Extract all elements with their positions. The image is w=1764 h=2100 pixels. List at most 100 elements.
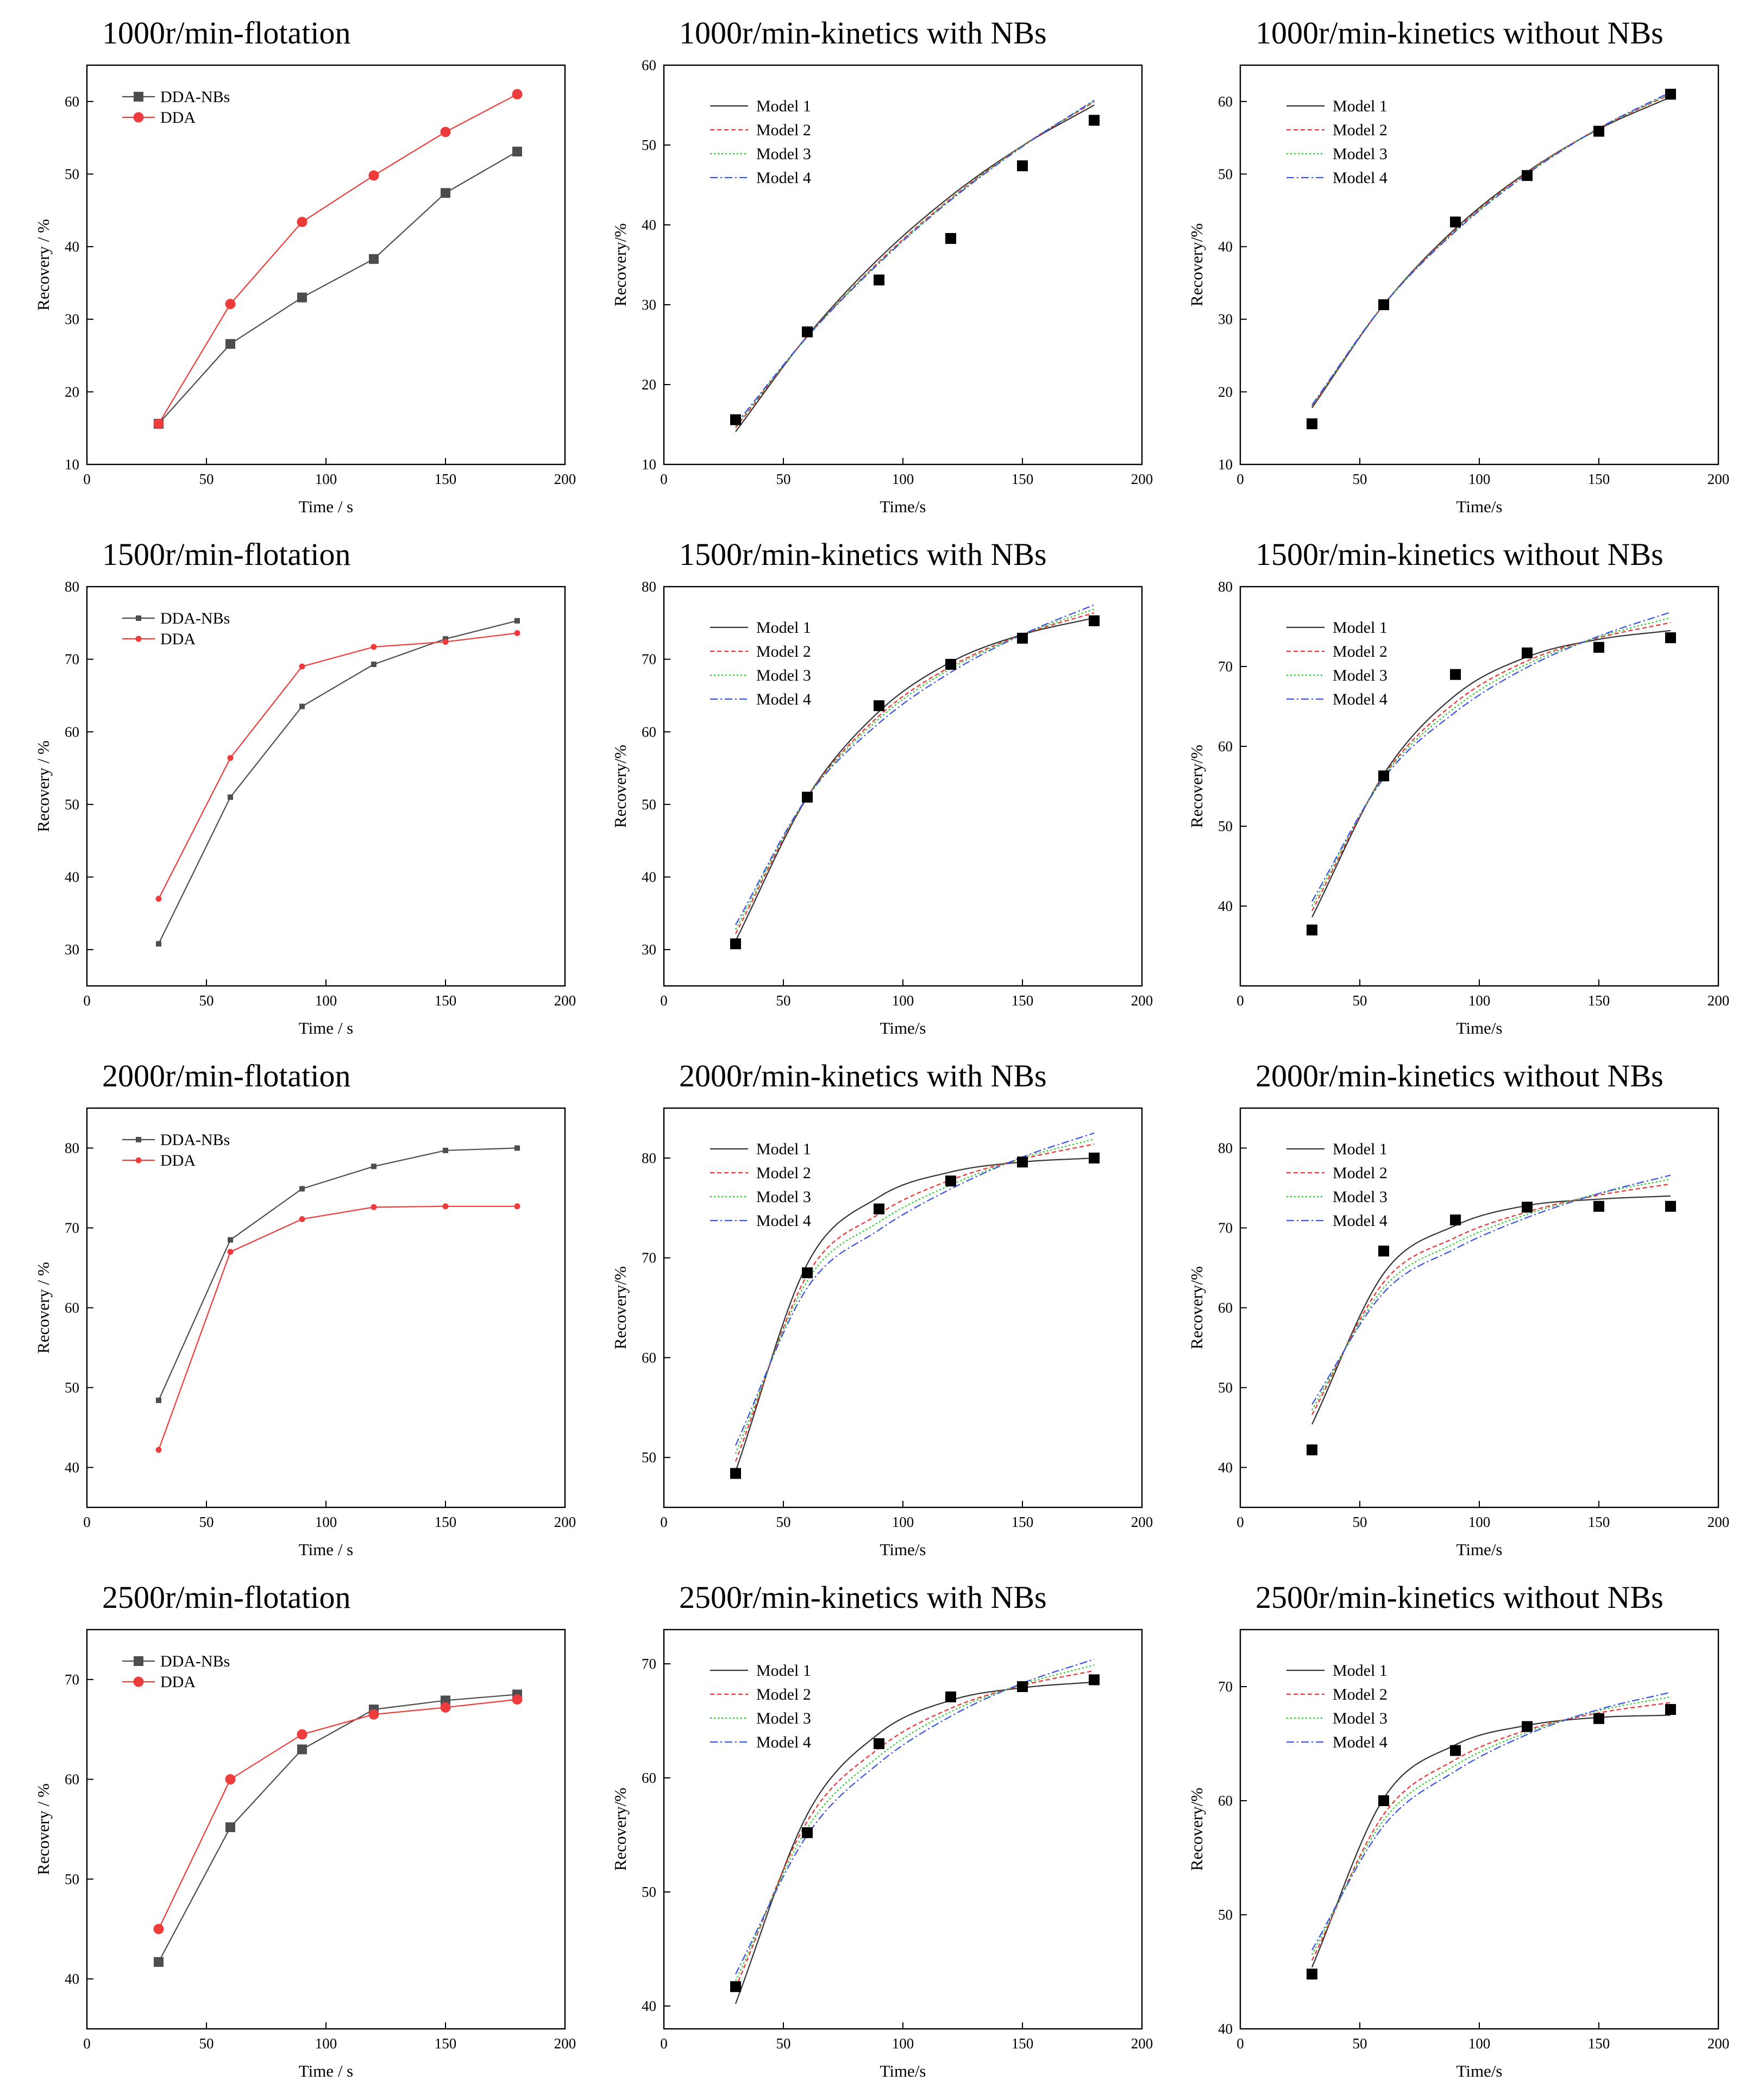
data-point-dda-nbs <box>514 1145 520 1151</box>
x-tick-label: 200 <box>554 992 576 1009</box>
y-tick-label: 50 <box>642 796 656 813</box>
fit-curve-model-4 <box>735 1132 1095 1446</box>
x-tick-label: 200 <box>1707 471 1730 487</box>
legend-label: Model 3 <box>756 1709 811 1727</box>
chart-panel-p10: 1500r/min-flotation 0 50 100 150 200 30 40 50 60 7… <box>34 537 576 1038</box>
data-point-dda <box>440 1702 451 1713</box>
data-point-experimental <box>1665 1704 1676 1715</box>
x-tick-label: 0 <box>1236 1514 1244 1530</box>
chart-panel-p20: 2000r/min-flotation 0 50 100 150 200 40 50 60 70 8… <box>34 1058 576 1559</box>
series-line-dda-nbs <box>158 620 518 944</box>
x-tick-label: 50 <box>1353 2035 1367 2052</box>
legend-label: Model 3 <box>1333 145 1388 163</box>
x-axis-label: Time/s <box>1456 2061 1502 2080</box>
data-point-dda-nbs <box>299 1186 305 1192</box>
data-point-dda <box>368 170 379 181</box>
x-axis-label: Time/s <box>880 497 926 516</box>
legend-label: Model 2 <box>1333 1164 1388 1182</box>
data-point-experimental <box>730 1981 741 1992</box>
y-tick-label: 40 <box>1218 1460 1233 1476</box>
x-axis-label: Time/s <box>880 1540 926 1559</box>
fit-curve-model-4 <box>735 604 1095 926</box>
x-tick-label: 100 <box>315 992 337 1009</box>
x-tick-label: 150 <box>1588 992 1610 1009</box>
legend-label: Model 3 <box>1333 667 1388 684</box>
y-tick-label: 30 <box>65 311 79 328</box>
x-tick-label: 200 <box>1131 2035 1153 2052</box>
x-tick-label: 100 <box>315 1514 337 1530</box>
data-point-experimental <box>945 1691 956 1702</box>
plot-frame <box>663 1629 1143 2030</box>
y-axis-label: Recovery/% <box>611 1266 630 1349</box>
legend-label: DDA-NBs <box>160 1131 230 1149</box>
y-tick-label: 70 <box>642 1250 656 1266</box>
y-tick-label: 50 <box>65 796 79 813</box>
y-tick-label: 40 <box>1218 898 1233 914</box>
data-point-dda <box>299 1216 305 1222</box>
x-tick-label: 100 <box>1468 2035 1491 2052</box>
data-point-experimental <box>945 658 956 670</box>
data-point-dda-nbs <box>371 661 376 667</box>
x-tick-label: 50 <box>199 992 214 1009</box>
legend-label: Model 4 <box>1333 1212 1388 1230</box>
y-axis-label: Recovery / % <box>34 1262 53 1354</box>
y-tick-label: 80 <box>1218 579 1233 595</box>
data-point-experimental <box>1450 669 1461 680</box>
data-point-experimental <box>1017 160 1028 172</box>
legend-label: Model 1 <box>756 97 811 115</box>
y-tick-label: 70 <box>65 651 79 668</box>
legend-marker <box>135 636 142 642</box>
data-point-experimental <box>1017 1156 1028 1168</box>
legend-label: Model 1 <box>756 619 811 637</box>
x-tick-label: 150 <box>1588 471 1610 487</box>
x-tick-label: 0 <box>83 992 91 1009</box>
data-point-experimental <box>1522 170 1533 181</box>
y-tick-label: 20 <box>1218 383 1233 400</box>
chart-title: 2000r/min-kinetics without NBs <box>1255 1058 1663 1093</box>
fit-curve-model-2 <box>735 1670 1095 1988</box>
x-tick-label: 200 <box>554 471 576 487</box>
y-tick-label: 40 <box>1218 2021 1233 2037</box>
legend-label: DDA <box>160 109 196 127</box>
legend-label: Model 2 <box>1333 643 1388 661</box>
data-point-dda-nbs <box>371 1164 376 1170</box>
y-tick-label: 80 <box>65 579 79 595</box>
plot-frame <box>663 64 1143 466</box>
x-tick-label: 150 <box>435 992 457 1009</box>
legend-label: Model 2 <box>756 643 811 661</box>
y-tick-label: 80 <box>65 1140 79 1156</box>
data-point-experimental <box>1665 89 1676 100</box>
data-point-dda <box>299 663 305 670</box>
chart-panel-p32: 2500r/min-kinetics without NBs 0 50 100 150 2… <box>1187 1580 1729 2080</box>
data-point-dda-nbs <box>225 339 235 349</box>
fit-curve-model-4 <box>1311 91 1671 406</box>
legend-label: Model 1 <box>756 1662 811 1680</box>
chart-title: 1500r/min-kinetics without NBs <box>1255 537 1663 572</box>
legend-label: Model 1 <box>756 1140 811 1158</box>
chart-title: 2500r/min-flotation <box>102 1580 351 1615</box>
data-point-experimental <box>1450 216 1461 228</box>
data-point-dda <box>442 639 449 645</box>
data-point-experimental <box>1665 1200 1676 1212</box>
x-tick-label: 150 <box>435 1514 457 1530</box>
y-tick-label: 60 <box>642 57 656 73</box>
legend-label: DDA-NBs <box>160 1652 230 1670</box>
chart-panel-p12: 1500r/min-kinetics without NBs 0 50 100 150 2… <box>1187 537 1729 1038</box>
chart-panel-p11: 1500r/min-kinetics with NBs 0 50 100 150 200 3… <box>611 537 1153 1038</box>
x-axis-label: Time/s <box>1456 497 1502 516</box>
data-point-experimental <box>1450 1214 1461 1225</box>
data-point-experimental <box>1089 1674 1100 1686</box>
x-tick-label: 50 <box>776 1514 791 1530</box>
y-tick-label: 50 <box>1218 166 1233 182</box>
fit-curve-model-2 <box>735 1143 1095 1462</box>
data-point-dda-nbs <box>225 1822 235 1832</box>
legend-label: Model 1 <box>1333 97 1388 115</box>
legend-label: Model 1 <box>1333 619 1388 637</box>
x-tick-label: 100 <box>1468 1514 1491 1530</box>
y-tick-label: 60 <box>642 724 656 740</box>
fit-curve-model-1 <box>735 1157 1095 1472</box>
chart-panel-p21: 2000r/min-kinetics with NBs 0 50 100 150 200 5… <box>611 1058 1153 1559</box>
y-tick-label: 50 <box>65 166 79 182</box>
x-tick-label: 0 <box>660 471 668 487</box>
